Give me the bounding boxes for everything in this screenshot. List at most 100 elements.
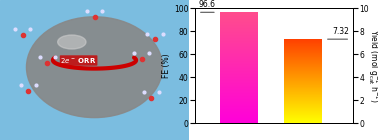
Bar — [220, 54, 258, 55]
Bar — [220, 96, 258, 97]
Bar — [220, 34, 258, 35]
Bar — [220, 61, 258, 62]
Circle shape — [26, 17, 163, 118]
Bar — [220, 122, 258, 123]
Bar — [220, 91, 258, 92]
Bar — [220, 111, 258, 112]
Bar — [220, 119, 258, 120]
Bar — [284, 100, 322, 101]
Bar — [284, 115, 322, 116]
Bar — [284, 111, 322, 112]
Bar — [220, 85, 258, 86]
Bar — [284, 109, 322, 110]
Bar — [284, 54, 322, 55]
Bar — [284, 55, 322, 56]
Bar — [220, 51, 258, 52]
Bar — [220, 117, 258, 118]
Bar — [220, 73, 258, 74]
Bar — [284, 118, 322, 119]
Bar — [284, 107, 322, 108]
Bar — [220, 50, 258, 51]
Bar — [284, 61, 322, 62]
Bar — [220, 13, 258, 14]
Bar — [284, 94, 322, 95]
Bar — [220, 99, 258, 100]
Bar — [220, 28, 258, 29]
Bar — [220, 37, 258, 38]
Bar — [220, 58, 258, 59]
Bar — [220, 90, 258, 91]
Bar — [220, 38, 258, 39]
Bar — [220, 115, 258, 116]
Bar — [220, 45, 258, 46]
Bar — [220, 114, 258, 115]
Bar — [220, 21, 258, 22]
Bar — [284, 85, 322, 86]
Bar — [284, 88, 322, 89]
Bar — [284, 121, 322, 122]
Bar — [284, 80, 322, 81]
Bar — [220, 46, 258, 47]
Bar — [220, 118, 258, 119]
Bar — [284, 66, 322, 67]
Bar — [284, 74, 322, 75]
Bar — [220, 74, 258, 75]
Bar — [220, 35, 258, 36]
Bar — [220, 60, 258, 61]
Bar — [284, 82, 322, 83]
Bar — [220, 103, 258, 104]
Bar — [220, 108, 258, 109]
Bar — [284, 114, 322, 115]
Bar — [220, 86, 258, 87]
Bar — [284, 101, 322, 102]
Y-axis label: FE (%): FE (%) — [162, 53, 171, 78]
Bar — [220, 12, 258, 13]
Bar — [220, 59, 258, 60]
Bar — [284, 46, 322, 47]
Bar — [284, 96, 322, 97]
Bar — [284, 93, 322, 94]
Bar — [220, 23, 258, 24]
Bar — [220, 56, 258, 57]
Bar — [220, 100, 258, 101]
Bar — [220, 63, 258, 64]
Bar — [220, 87, 258, 88]
Bar — [220, 52, 258, 53]
Bar — [284, 58, 322, 59]
Bar — [220, 89, 258, 90]
Bar — [284, 57, 322, 58]
Bar — [220, 26, 258, 27]
Bar — [220, 84, 258, 85]
Bar — [284, 45, 322, 46]
Bar — [284, 62, 322, 63]
Bar — [220, 24, 258, 25]
Bar — [220, 40, 258, 41]
Ellipse shape — [58, 35, 86, 49]
Bar — [284, 103, 322, 104]
Bar — [284, 67, 322, 68]
Bar — [220, 110, 258, 111]
Bar — [220, 33, 258, 34]
Bar — [220, 94, 258, 95]
Bar — [220, 101, 258, 102]
Bar — [220, 102, 258, 103]
Bar — [284, 120, 322, 121]
Bar — [220, 88, 258, 89]
Bar — [220, 44, 258, 45]
Bar — [284, 72, 322, 73]
Bar — [220, 77, 258, 78]
Bar — [284, 110, 322, 111]
Bar — [220, 18, 258, 19]
Bar — [220, 109, 258, 110]
Bar — [220, 41, 258, 42]
Bar — [284, 122, 322, 123]
Bar — [284, 47, 322, 48]
Bar — [284, 106, 322, 107]
Bar — [284, 81, 322, 82]
Bar — [220, 47, 258, 48]
Bar — [284, 49, 322, 50]
Bar — [284, 43, 322, 44]
Bar — [284, 52, 322, 53]
Bar — [220, 43, 258, 44]
Bar — [284, 65, 322, 66]
